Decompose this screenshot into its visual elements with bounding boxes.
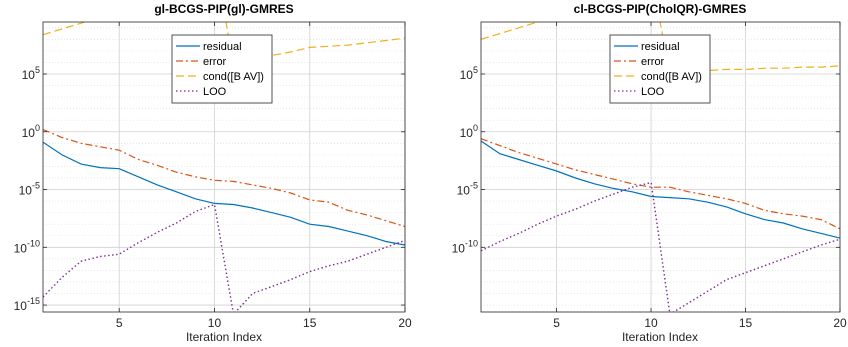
legend-label: cond([B AV]) [203, 71, 264, 83]
y-tick-label: 100 [22, 123, 40, 140]
y-tick-label: 105 [22, 65, 40, 82]
chart-title: cl-BCGS-PIP(CholQR)-GMRES [574, 2, 747, 16]
legend-label: cond([B AV]) [641, 71, 702, 83]
x-tick-label: 20 [398, 316, 412, 330]
x-tick-label: 5 [116, 316, 123, 330]
axes-box [42, 21, 406, 313]
legend-label: residual [203, 41, 242, 53]
y-tick-label: 10-10 [452, 238, 478, 255]
x-tick-label: 20 [833, 316, 847, 330]
series-line-cond-b-av [43, 22, 405, 65]
y-tick-label: 10-15 [14, 296, 40, 313]
series-line-error [481, 138, 840, 230]
legend: residual error cond([B AV]) LOO [171, 34, 273, 104]
x-tick-label: 10 [644, 316, 658, 330]
legend: residual error cond([B AV]) LOO [609, 34, 711, 104]
legend-label: error [203, 56, 227, 68]
chart-title: gl-BCGS-PIP(gl)-GMRES [154, 2, 293, 16]
series-line-loo [481, 181, 840, 312]
series-group [43, 22, 405, 312]
series-line-cond-b-av [481, 22, 840, 75]
x-axis-label: Iteration Index [622, 330, 698, 344]
y-tick-label: 100 [460, 123, 478, 140]
x-tick-label: 15 [303, 316, 317, 330]
x-axis-label: Iteration Index [186, 330, 262, 344]
series-line-error [43, 128, 405, 228]
x-tick-label: 5 [553, 316, 560, 330]
series-group [481, 22, 840, 312]
legend-label: LOO [203, 86, 227, 98]
y-tick-label: 10-10 [14, 238, 40, 255]
y-tick-label: 105 [460, 65, 478, 82]
legend-label: error [641, 56, 665, 68]
legend-label: residual [641, 41, 680, 53]
axes-box [480, 21, 841, 313]
series-line-residual [481, 140, 840, 239]
legend-label: LOO [641, 86, 665, 98]
x-tick-label: 15 [739, 316, 753, 330]
y-tick-label: 10-5 [457, 181, 478, 198]
series-line-residual [43, 141, 405, 246]
chart-panel-right: cl-BCGS-PIP(CholQR)-GMRES Iteration Inde… [452, 2, 847, 344]
chart-panel-left: gl-BCGS-PIP(gl)-GMRES Iteration Index 5 1… [14, 2, 412, 344]
y-tick-label: 10-5 [19, 181, 40, 198]
x-tick-label: 10 [208, 316, 222, 330]
